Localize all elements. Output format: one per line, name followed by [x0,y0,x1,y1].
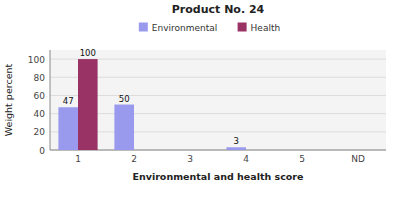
data-label: 50 [119,94,130,104]
data-label: 100 [80,48,96,58]
x-tick-label: 3 [187,154,193,164]
chart: Product No. 24 Environmental Health 0 20 40 60… [0,0,394,204]
title: Product No. 24 [172,3,265,16]
bar [78,59,98,150]
y-tick-label: 0 [39,146,45,156]
x-axis-label: Environmental and health score [132,171,303,182]
plot-background [50,50,386,150]
y-axis-label: Weight percent [3,63,14,136]
bar [282,150,302,151]
x-tick-label: 4 [243,154,249,164]
bar [170,150,190,151]
data-label: 3 [233,136,238,146]
legend-label: Health [251,23,281,33]
y-tick-label: 20 [34,127,46,137]
grid-line [50,113,386,114]
bar [58,107,78,150]
x-tick-label: ND [351,154,365,164]
legend-swatch [238,23,247,32]
x-tick-label: 5 [299,154,305,164]
y-tick-label: 80 [34,73,46,83]
bar [302,150,322,151]
bar [338,150,358,151]
y-tick-label: 40 [34,109,46,119]
data-label: 47 [63,96,74,106]
legend-swatch [139,23,148,32]
bar [134,150,154,151]
grid-line [50,150,386,151]
bars [58,59,246,150]
bar [246,150,266,151]
y-tick-label: 60 [34,91,46,101]
grid-line [50,95,386,96]
y-tick-label: 100 [28,55,45,65]
x-tick-label: 2 [131,154,137,164]
bar [190,150,210,151]
grid-line [50,59,386,60]
grid-line [50,77,386,78]
y-axis-line [50,50,51,150]
bar [358,150,378,151]
bar [226,147,246,150]
grid-line [50,131,386,132]
legend-label: Environmental [152,23,217,33]
legend: Environmental Health [139,23,280,33]
x-axis-line [50,150,386,151]
bar [114,105,134,150]
x-tick-label: 1 [75,154,81,164]
data-labels: 47 50 3 100 [63,48,239,146]
